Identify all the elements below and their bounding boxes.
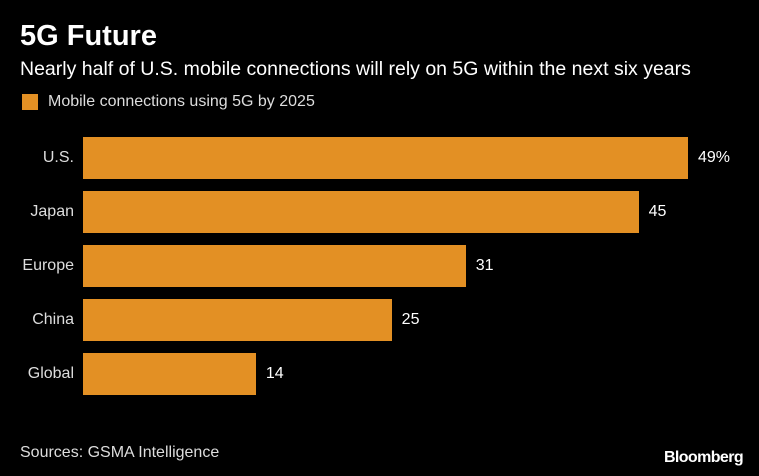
category-label-global: Global [27,365,74,382]
bar-u-s [83,137,688,179]
category-label-europe: Europe [22,257,74,274]
legend: Mobile connections using 5G by 2025 [22,91,315,113]
bar-europe [83,245,466,287]
bar-japan [83,191,639,233]
bloomberg-logo: Bloomberg [663,449,744,466]
bar-china [83,299,392,341]
bar-global [83,353,256,395]
value-label-global: 14 [265,365,284,382]
value-label-japan: 45 [648,203,667,220]
legend-label: Mobile connections using 5G by 2025 [48,93,315,110]
value-label-china: 25 [401,311,420,328]
chart-subtitle: Nearly half of U.S. mobile connections w… [20,58,691,80]
legend-swatch [22,94,38,110]
category-label-japan: Japan [30,203,74,220]
chart-title: 5G Future [20,20,157,52]
value-label-europe: 31 [475,257,494,274]
value-label-u-s: 49% [698,149,731,166]
source-note: Sources: GSMA Intelligence [20,444,220,461]
category-label-u-s: U.S. [42,149,74,166]
category-label-china: China [32,311,74,328]
